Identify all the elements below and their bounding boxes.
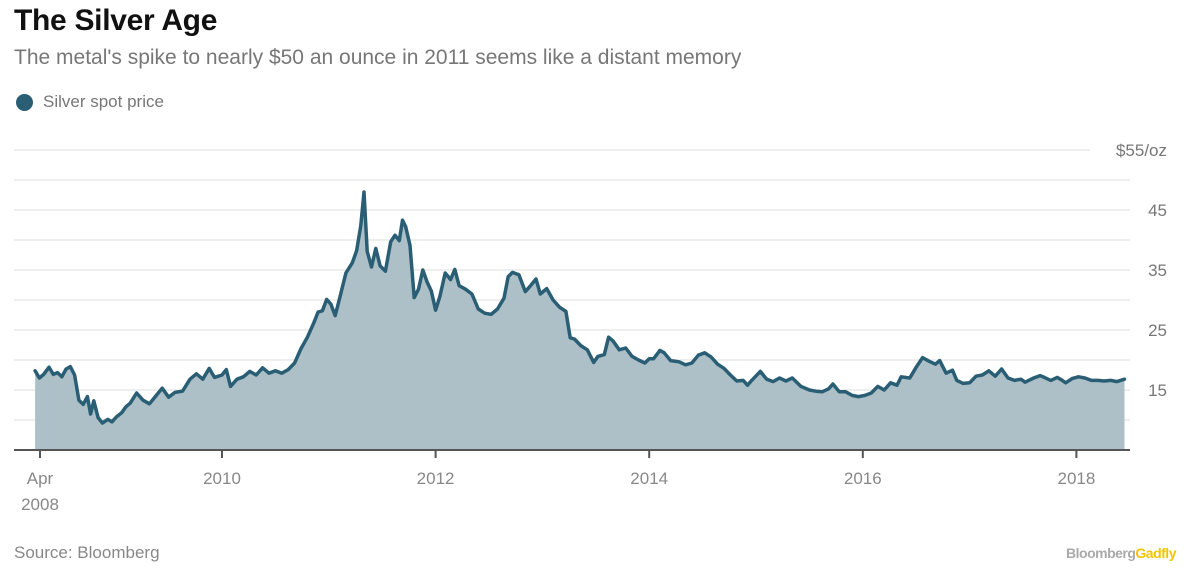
brand-gadfly: Gadfly [1135,545,1176,561]
x-tick-label: 2014 [630,469,668,488]
y-tick-label: 15 [1148,381,1167,400]
y-tick-label: $55/oz [1116,141,1167,160]
x-tick-label: 2018 [1057,469,1095,488]
x-ticks: Apr 2008 2010 2012 2014 2016 2018 [21,450,1095,514]
x-tick-label: 2010 [203,469,241,488]
brand-logo: BloombergGadfly [1066,545,1176,561]
legend-swatch [16,93,33,111]
x-tick-label: Apr [27,469,54,488]
y-tick-label: 35 [1148,261,1167,280]
x-tick-label-year: 2008 [21,495,59,514]
y-tick-label: 45 [1148,201,1167,220]
x-tick-label: 2016 [844,469,882,488]
x-tick-label: 2012 [417,469,455,488]
chart-subtitle: The metal's spike to nearly $50 an ounce… [14,46,742,69]
legend-label: Silver spot price [43,92,164,111]
legend: Silver spot price [16,92,164,112]
y-ticks: $55/oz 45 35 25 15 [1116,141,1167,400]
series-line-silver-spot-price [33,190,1127,425]
series-area-silver-spot-price [35,192,1125,450]
chart-title: The Silver Age [14,4,218,37]
source-note: Source: Bloomberg [14,543,160,562]
brand-bloomberg: Bloomberg [1066,545,1136,561]
y-tick-label: 25 [1148,321,1167,340]
